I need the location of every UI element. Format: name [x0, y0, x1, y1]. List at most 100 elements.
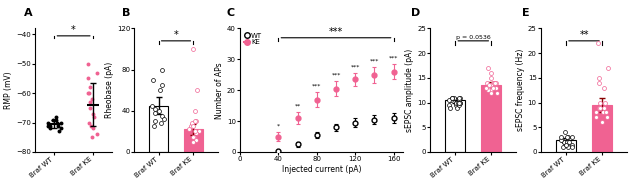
- Point: [447, 96, 457, 99]
- Point: [486, 89, 496, 92]
- Point: [86, 124, 96, 127]
- Point: [192, 89, 202, 92]
- Point: [563, 146, 573, 149]
- Point: [454, 99, 465, 102]
- Point: [490, 86, 500, 89]
- Point: [156, 89, 166, 92]
- Point: [594, 106, 604, 109]
- Point: [191, 132, 201, 135]
- Point: [193, 130, 204, 133]
- Point: [56, 127, 66, 130]
- Point: [87, 97, 97, 101]
- Point: [84, 121, 94, 124]
- Text: ***: ***: [312, 83, 321, 88]
- Text: ***: ***: [370, 58, 379, 63]
- Point: [156, 122, 166, 125]
- Y-axis label: Number of APs: Number of APs: [215, 62, 224, 119]
- Point: [148, 78, 158, 82]
- Point: [159, 118, 170, 121]
- Point: [189, 135, 199, 138]
- Point: [43, 124, 53, 127]
- Point: [85, 106, 95, 109]
- Point: [157, 84, 167, 87]
- Point: [56, 121, 66, 124]
- Point: [157, 114, 167, 117]
- Point: [188, 135, 198, 138]
- Point: [45, 124, 55, 127]
- Point: [559, 131, 570, 134]
- Point: [591, 111, 601, 114]
- Point: [454, 101, 465, 104]
- Point: [567, 143, 577, 146]
- Point: [593, 42, 603, 45]
- Point: [490, 86, 500, 89]
- Point: [51, 118, 61, 121]
- Point: [447, 96, 458, 99]
- Point: [92, 133, 102, 136]
- Point: [147, 104, 157, 107]
- Point: [148, 125, 159, 128]
- Text: **: **: [579, 30, 589, 40]
- Point: [186, 125, 196, 128]
- Point: [84, 92, 94, 95]
- Y-axis label: sEPSC amplitude (pA): sEPSC amplitude (pA): [405, 49, 414, 132]
- Point: [87, 136, 97, 139]
- Point: [452, 106, 463, 109]
- Point: [188, 125, 198, 128]
- Text: E: E: [522, 8, 529, 18]
- Point: [481, 86, 491, 89]
- Point: [54, 130, 65, 133]
- Point: [445, 106, 456, 109]
- Bar: [556, 140, 576, 152]
- Point: [83, 77, 93, 80]
- Point: [557, 138, 567, 141]
- Point: [88, 112, 98, 115]
- Point: [486, 84, 496, 87]
- Text: B: B: [122, 8, 131, 18]
- Point: [451, 104, 461, 107]
- Point: [455, 101, 465, 104]
- Text: **: **: [294, 103, 301, 108]
- Point: [486, 91, 497, 94]
- Point: [488, 81, 498, 84]
- Point: [83, 92, 93, 95]
- Point: [567, 136, 577, 139]
- Bar: [481, 85, 501, 152]
- Point: [557, 146, 568, 149]
- Point: [604, 66, 614, 70]
- Point: [487, 84, 497, 87]
- Point: [189, 130, 200, 133]
- Point: [597, 121, 607, 124]
- Text: *: *: [71, 25, 76, 35]
- Point: [598, 86, 609, 89]
- Y-axis label: Rheobase (pA): Rheobase (pA): [105, 62, 114, 118]
- X-axis label: Injected current (pA): Injected current (pA): [282, 165, 362, 174]
- Point: [595, 106, 605, 109]
- Point: [454, 96, 464, 99]
- Text: C: C: [227, 8, 235, 18]
- Point: [559, 141, 569, 144]
- Point: [566, 146, 577, 149]
- Y-axis label: sEPSC frequency (Hz): sEPSC frequency (Hz): [516, 49, 525, 131]
- Text: A: A: [24, 8, 32, 18]
- Bar: [592, 105, 612, 152]
- Text: p = 0.0536: p = 0.0536: [456, 35, 491, 40]
- Text: ***: ***: [389, 55, 398, 60]
- Point: [483, 86, 493, 89]
- Point: [602, 116, 612, 119]
- Point: [187, 122, 197, 125]
- Point: [89, 115, 99, 118]
- Point: [455, 96, 465, 99]
- Point: [45, 127, 55, 130]
- Y-axis label: RMP (mV): RMP (mV): [4, 71, 13, 109]
- Point: [150, 107, 160, 110]
- Point: [154, 109, 164, 112]
- Point: [591, 116, 601, 119]
- Point: [92, 71, 102, 74]
- Text: D: D: [411, 8, 420, 18]
- Bar: [184, 129, 203, 152]
- Point: [453, 101, 463, 104]
- Legend: WT, KE: WT, KE: [243, 32, 263, 46]
- Point: [593, 76, 604, 79]
- Point: [444, 104, 454, 107]
